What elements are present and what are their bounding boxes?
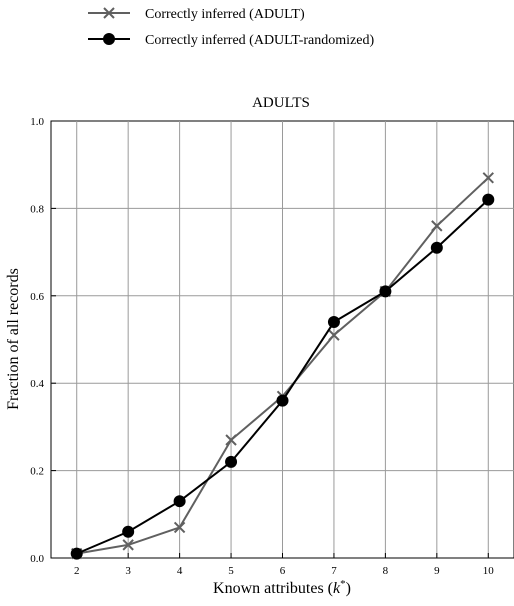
data-point-circle: [327, 316, 340, 329]
y-tick-label: 0.2: [30, 466, 44, 478]
legend: Correctly inferred (ADULT) Correctly inf…: [88, 7, 374, 48]
data-point-circle: [379, 285, 392, 298]
chart-title: ADULTS: [252, 95, 310, 111]
data-point-x: [122, 539, 134, 551]
data-point-x: [328, 329, 340, 341]
x-tick-label: 7: [331, 565, 337, 577]
y-axis-label: Fraction of all records: [5, 268, 22, 410]
series-adult-randomized: [70, 193, 495, 560]
y-tick-label: 0.6: [30, 291, 44, 303]
x-tick-label: 9: [434, 565, 440, 577]
y-tick-label: 0.8: [30, 203, 44, 215]
legend-item-adult-randomized: Correctly inferred (ADULT-randomized): [88, 33, 374, 48]
data-point-circle: [276, 394, 289, 407]
x-tick-label: 8: [383, 565, 389, 577]
data-point-x: [482, 172, 494, 184]
legend-label-adult: Correctly inferred (ADULT): [145, 7, 305, 22]
data-point-circle: [430, 241, 443, 254]
data-point-x: [225, 434, 237, 446]
x-axis-label: Known attributes (k*): [213, 578, 351, 597]
plot-area: 2 3 4 5 6 7 8 9 10 0.0 0.2 0.4 0.6 0.8 1.0: [30, 116, 514, 577]
data-point-circle: [173, 495, 186, 508]
series-layer: [70, 172, 495, 560]
x-tick-label: 6: [280, 565, 286, 577]
data-point-circle: [122, 525, 135, 538]
x-tick-label: 10: [483, 565, 495, 577]
legend-item-adult: Correctly inferred (ADULT): [88, 7, 305, 22]
x-tick-label: 3: [125, 565, 131, 577]
x-tick-label: 4: [177, 565, 183, 577]
legend-label-adult-randomized: Correctly inferred (ADULT-randomized): [145, 33, 374, 48]
y-tick-label: 0.4: [30, 378, 44, 390]
y-tick-label: 1.0: [30, 116, 44, 128]
data-point-x: [431, 220, 443, 232]
y-tick-label: 0.0: [30, 553, 44, 565]
data-point-circle: [225, 455, 238, 468]
x-tick-label: 2: [74, 565, 80, 577]
data-point-x: [173, 521, 186, 534]
data-point-circle: [482, 193, 495, 206]
x-tick-label: 5: [228, 565, 234, 577]
data-point-circle: [70, 547, 83, 560]
